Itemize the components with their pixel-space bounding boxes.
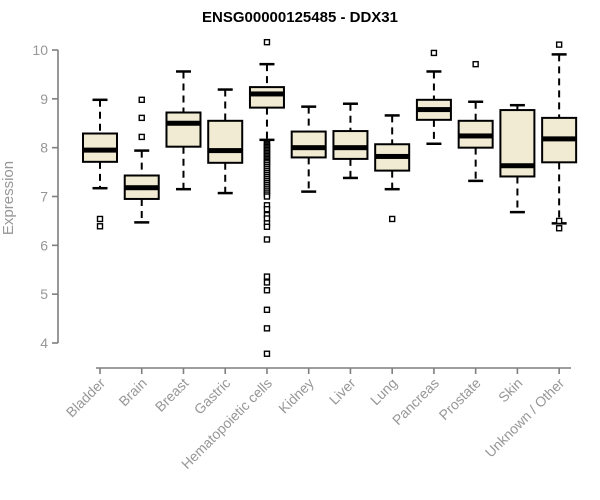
outlier-point-hematopoietic-cells [263,205,271,213]
outlier-point-hematopoietic-cells [263,236,271,243]
box-kidney [290,130,327,159]
outlier-point-unknown-other [555,41,563,48]
box-gastric [207,119,244,164]
median-line-lung [375,153,410,159]
outlier-point-hematopoietic-cells [263,287,271,294]
y-axis-label: Expression [0,161,17,235]
outlier-point-hematopoietic-cells [263,279,271,286]
outlier-point-brain [138,114,145,122]
chart-title: ENSG00000125485 - DDX31 [202,9,398,26]
outlier-point-bladder [96,223,104,230]
outlier-point-hematopoietic-cells [263,325,271,332]
median-line-liver [333,145,368,151]
box-breast [165,111,202,148]
x-category-label-lung: Lung [367,375,400,408]
x-category-label-kidney: Kidney [275,375,317,417]
median-line-unknown-other [542,136,577,142]
y-tick-label-10: 10 [32,42,48,58]
median-line-brain [124,185,159,191]
x-category-label-skin: Skin [495,375,526,406]
median-line-kidney [291,145,326,151]
y-tick-label-4: 4 [40,335,48,351]
median-line-gastric [208,148,243,154]
x-category-label-brain: Brain [115,375,149,409]
outlier-point-bladder [96,215,104,223]
y-tick-label-9: 9 [40,91,48,107]
outlier-point-unknown-other [555,217,563,225]
y-tick-label-8: 8 [40,140,48,156]
median-line-prostate [458,133,493,139]
y-tick-label-5: 5 [40,286,48,302]
outlier-point-hematopoietic-cells [263,273,271,280]
x-category-label-breast: Breast [152,375,192,415]
outlier-point-pancreas [430,49,438,57]
x-category-label-bladder: Bladder [63,375,109,421]
x-category-label-liver: Liver [326,375,359,408]
median-line-hematopoietic-cells [249,91,284,97]
y-tick-label-6: 6 [40,237,48,253]
box-liver [332,130,369,160]
outlier-point-brain [138,96,145,104]
box-hematopoietic-cells [248,86,285,109]
x-category-label-unknown-other: Unknown / Other [482,375,568,461]
x-category-label-prostate: Prostate [436,375,484,423]
outlier-point-brain [138,133,145,141]
outlier-point-unknown-other [555,225,563,232]
outlier-point-hematopoietic-cells [263,223,271,230]
median-line-bladder [83,147,117,153]
outlier-point-hematopoietic-cells [263,38,271,46]
outlier-point-hematopoietic-cells [263,306,271,313]
outlier-point-lung [388,215,396,223]
median-line-skin [500,163,535,169]
y-tick-label-7: 7 [40,189,48,205]
outlier-point-hematopoietic-cells [263,193,271,200]
outlier-point-prostate [472,60,479,68]
outlier-point-hematopoietic-cells [263,350,271,357]
median-line-pancreas [416,107,451,113]
median-line-breast [166,120,201,126]
